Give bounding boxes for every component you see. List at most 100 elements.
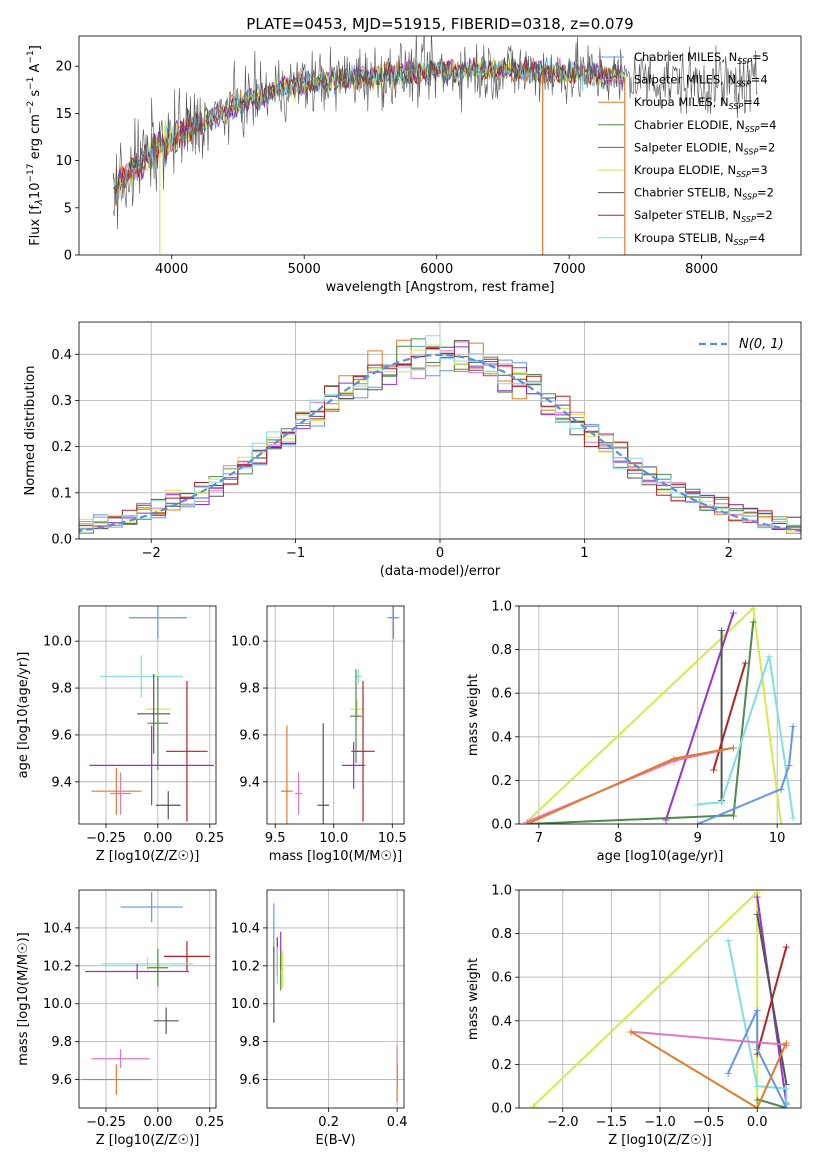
weight_vs_age-ylabel: mass weight	[466, 674, 481, 756]
weight-marker: +	[522, 816, 531, 829]
weight-marker: +	[777, 783, 786, 796]
x-tick-label: 4000	[155, 262, 188, 277]
weight-marker: +	[529, 1100, 538, 1113]
y-tick-label: 9.4	[51, 775, 72, 790]
x-tick-label: 10.5	[378, 831, 407, 846]
y-tick-label: 10	[55, 154, 72, 169]
weight-marker: +	[753, 908, 762, 921]
weight-marker: +	[522, 818, 531, 831]
y-tick-label: 0.2	[51, 440, 72, 455]
y-tick-label: 0.0	[491, 818, 512, 833]
weight-line	[727, 939, 788, 1102]
x-tick-label: 5000	[288, 262, 321, 277]
weight-marker: +	[784, 759, 793, 772]
weight-line	[526, 621, 755, 824]
weight_vs_age-lines: +++++++++++++ +++++++++++++	[522, 602, 798, 831]
x-tick-label: 0.4	[387, 1115, 408, 1130]
age_vs_Z-axes: −0.25 0.00 0.25 9.4 9.6 9.8 10.0	[43, 606, 224, 846]
x-tick-label: 0.0	[747, 1115, 768, 1130]
y-tick-label: 10.2	[43, 959, 72, 974]
x-tick-label: 0.25	[195, 1115, 224, 1130]
weight_vs_age-xlabel: age [log10(age/yr)]	[597, 849, 724, 864]
weight-marker: +	[669, 753, 678, 766]
y-tick-label: 9.8	[239, 1035, 260, 1050]
age_vs_Z-ylabel: age [log10(age/yr)]	[16, 652, 31, 779]
figure-title: PLATE=0453, MJD=51915, FIBERID=0318, z=0…	[246, 15, 633, 33]
weight-marker: +	[782, 1095, 791, 1108]
x-tick-label: 10.0	[319, 831, 348, 846]
weight-marker: +	[753, 891, 762, 904]
weight_vs_Z-axes: −2.0 −1.5 −1.0 −0.5 0.0 0.0 0.2 0.4 0.6 0.8 1.0	[491, 884, 801, 1130]
x-tick-label: 2	[725, 546, 733, 561]
legend-entry: N(0, 1)	[739, 337, 784, 352]
legend-entry: Salpeter STELIB, NSSP=2	[634, 208, 773, 224]
weight-marker: +	[723, 934, 732, 947]
weight-marker: +	[782, 1098, 791, 1111]
weight-marker: +	[749, 602, 758, 615]
y-tick-label: 1.0	[491, 884, 512, 899]
weight-marker: +	[729, 809, 738, 822]
y-tick-label: 10.0	[231, 635, 260, 650]
spectrum-line-salpeter-elodie	[112, 56, 626, 190]
weight-marker: +	[741, 657, 750, 670]
legend-entry: Salpeter MILES, NSSP=4	[634, 73, 768, 89]
weight-marker: +	[753, 1080, 762, 1093]
weight-marker: +	[782, 1078, 791, 1091]
y-tick-label: 0.2	[491, 774, 512, 789]
weight-marker: +	[522, 816, 531, 829]
weight-marker: +	[729, 607, 738, 620]
x-tick-label: −0.25	[86, 831, 126, 846]
mass_vs_Z-axes: −0.25 0.00 0.25 9.6 9.8 10.0 10.2 10.4	[43, 890, 224, 1130]
legend-entry: Chabrier STELIB, NSSP=2	[634, 186, 774, 202]
x-tick-label: 8	[614, 831, 622, 846]
mass_vs_Z-frame	[78, 889, 217, 1109]
mass_vs_Z-ylabel: mass [log10(M/M☉)]	[16, 932, 31, 1065]
y-tick-label: 9.6	[239, 728, 260, 743]
residual_histogram-axes: −2 −1 0 1 2 0.0 0.1 0.2 0.3 0.4	[51, 322, 801, 561]
y-tick-label: 0.4	[491, 730, 512, 745]
spectrum-frame	[78, 35, 802, 256]
y-tick-label: 0	[64, 249, 72, 264]
weight_vs_Z-ylabel: mass weight	[466, 958, 481, 1040]
weight-marker: +	[723, 1067, 732, 1080]
weight-line	[697, 655, 795, 818]
weight-marker: +	[669, 755, 678, 768]
x-tick-label: −1	[286, 546, 305, 561]
mass_vs_EBV-axes: 0.2 0.4 9.6 9.8 10.0 10.2 10.4	[231, 890, 407, 1130]
x-tick-label: 0.00	[143, 1115, 172, 1130]
weight-line	[697, 725, 795, 824]
x-tick-label: 7	[535, 831, 543, 846]
legend-entry: Chabrier MILES, NSSP=5	[634, 50, 769, 66]
y-tick-label: 9.6	[51, 728, 72, 743]
mass_vs_Z-xlabel: Z [log10(Z/Z☉)]	[96, 1133, 200, 1148]
weight-marker: +	[717, 624, 726, 637]
weight-marker: +	[788, 720, 797, 733]
weight-marker: +	[729, 742, 738, 755]
residual_histogram-ylabel: Normed distribution	[23, 366, 38, 496]
residual_histogram-frame	[78, 321, 802, 540]
weight_vs_Z-lines: +++++++++++++ +++++++++++	[529, 890, 791, 1115]
weight-marker: +	[782, 1102, 791, 1115]
y-tick-label: 0.0	[491, 1102, 512, 1117]
y-tick-label: 9.6	[51, 1073, 72, 1088]
age_vs_mass-points	[281, 606, 400, 824]
x-tick-label: −1.5	[596, 1115, 628, 1130]
age_vs_mass-frame	[266, 605, 405, 825]
x-tick-label: 0.25	[195, 831, 224, 846]
x-tick-label: 8000	[685, 262, 718, 277]
weight-line	[756, 1098, 787, 1108]
weight-marker: +	[765, 650, 774, 663]
x-tick-label: 1	[580, 546, 588, 561]
y-tick-label: 9.4	[239, 775, 260, 790]
y-tick-label: 0.4	[51, 348, 72, 363]
y-tick-label: 0.8	[491, 927, 512, 942]
x-tick-label: −0.25	[86, 1115, 126, 1130]
weight-marker: +	[782, 1039, 791, 1052]
weight-marker: +	[717, 796, 726, 809]
weight-marker: +	[753, 1102, 762, 1115]
age_vs_mass-axes: 9.5 10.0 10.5 9.4 9.6 9.8 10.0	[231, 606, 407, 846]
legend-entry: Salpeter ELODIE, NSSP=2	[634, 140, 775, 156]
y-tick-label: 5	[64, 201, 72, 216]
x-tick-label: −1.0	[644, 1115, 676, 1130]
